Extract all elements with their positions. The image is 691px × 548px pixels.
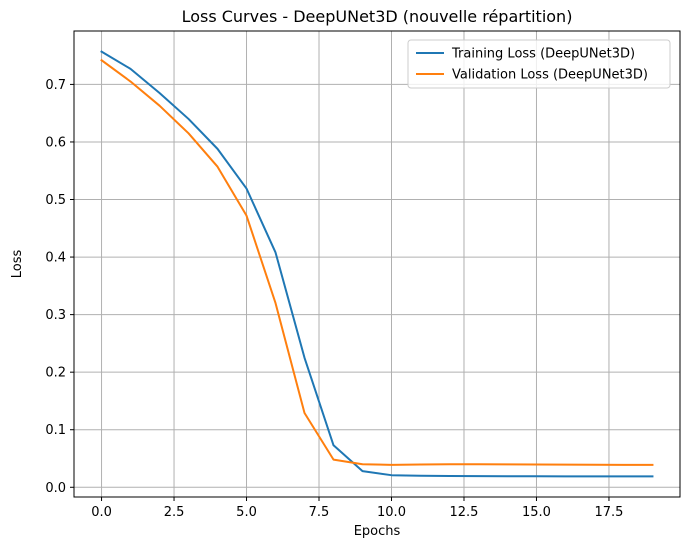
x-tick-label: 17.5: [594, 505, 623, 520]
x-tick-label: 0.0: [91, 505, 112, 520]
x-tick-label: 7.5: [309, 505, 330, 520]
x-axis-title: Epochs: [354, 524, 401, 539]
x-tick-label: 2.5: [164, 505, 185, 520]
legend: Training Loss (DeepUNet3D) Validation Los…: [407, 39, 671, 89]
y-tick-label: 0.2: [45, 366, 66, 381]
series-lines: [100, 50, 654, 478]
legend-label: Training Loss (DeepUNet3D): [451, 47, 635, 62]
chart-title: Loss Curves - DeepUNet3D (nouvelle répar…: [182, 7, 573, 26]
y-axis-title: Loss: [10, 250, 25, 279]
x-tick-label: 5.0: [236, 505, 257, 520]
x-tick-label: 10.0: [377, 505, 406, 520]
y-tick-label: 0.4: [45, 251, 66, 266]
x-tick-label: 12.5: [450, 505, 479, 520]
y-tick-label: 0.0: [45, 481, 66, 496]
y-tick-label: 0.3: [45, 308, 66, 323]
axis-ticks: 0.0 2.5 5.0 7.5 10.0 12.5 15.0 17.5 0.0 0.1 0.2 0.3…: [45, 78, 623, 520]
training-loss-line: [100, 50, 654, 478]
legend-box: [407, 39, 671, 89]
legend-label: Validation Loss (DeepUNet3D): [452, 68, 648, 83]
plot-frame: [73, 30, 681, 498]
y-tick-label: 0.5: [45, 193, 66, 208]
grid: [74, 31, 680, 497]
y-tick-label: 0.6: [45, 135, 66, 150]
y-tick-label: 0.1: [45, 423, 66, 438]
y-tick-label: 0.7: [45, 78, 66, 93]
x-tick-label: 15.0: [522, 505, 551, 520]
validation-loss-line: [100, 58, 654, 466]
